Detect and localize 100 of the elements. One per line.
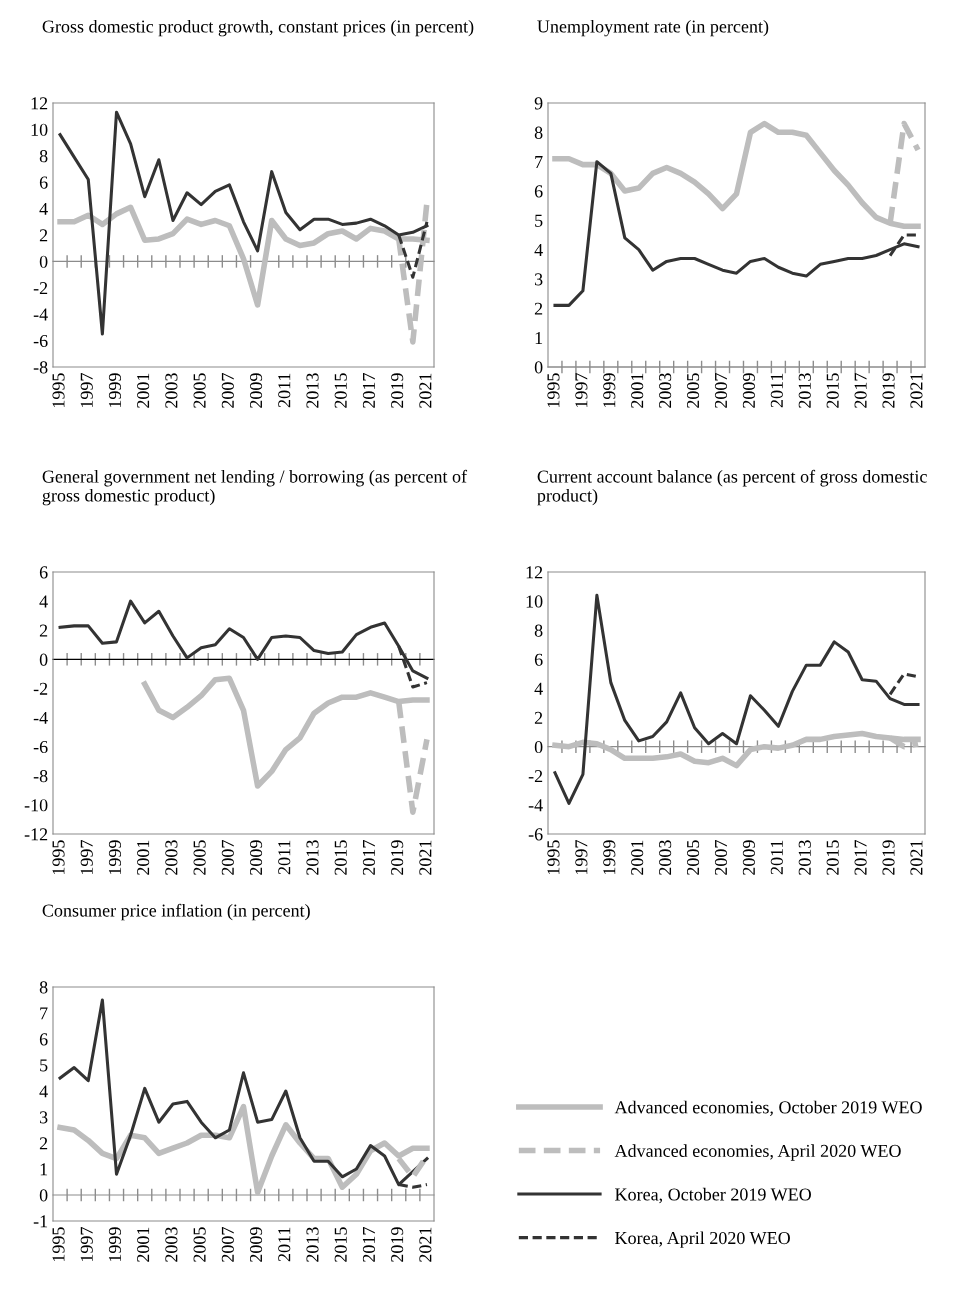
- y-tick-label: 1: [535, 332, 543, 344]
- x-tick-label: 2013: [306, 1227, 319, 1262]
- y-tick-label: 8: [39, 150, 48, 163]
- x-tick-label: 2011: [278, 373, 291, 408]
- y-tick-label: -2: [33, 682, 48, 695]
- x-tick-label: 2003: [659, 373, 672, 408]
- x-tick-label: 2015: [826, 840, 839, 875]
- x-tick-label: 2003: [659, 840, 672, 875]
- x-tick-label: 2015: [826, 373, 839, 408]
- y-tick-label: 2: [39, 1137, 48, 1150]
- x-tick-label: 1995: [52, 373, 65, 408]
- x-tick-label: 2021: [910, 840, 923, 875]
- x-tick-label: 2011: [770, 840, 783, 875]
- chart-title: Consumer price inflation (in percent): [42, 903, 310, 921]
- x-tick-label: 2021: [910, 373, 923, 408]
- legend-label: Korea, April 2020 WEO: [615, 1231, 790, 1248]
- x-tick-label: 2017: [362, 840, 376, 875]
- y-tick-label: -6: [528, 828, 543, 841]
- chart-title: Current account balance (as percent of gross domestic product): [537, 469, 927, 506]
- line-series: [58, 110, 429, 336]
- y-tick-label: -10: [24, 799, 48, 812]
- y-tick-label: -4: [528, 799, 543, 812]
- y-tick-label: 4: [39, 1085, 48, 1098]
- y-tick-label: 6: [534, 185, 543, 198]
- x-tick-label: 2013: [798, 373, 811, 408]
- x-tick-label: 1997: [80, 1227, 93, 1262]
- x-tick-label: 1999: [603, 840, 616, 875]
- y-tick-label: 7: [40, 1007, 48, 1020]
- x-tick-label: 2011: [278, 840, 291, 875]
- x-tick-label: 1999: [108, 1227, 122, 1262]
- x-tick-label: 2009: [742, 840, 755, 875]
- y-tick-label: 4: [39, 595, 48, 608]
- x-tick-label: 2013: [798, 840, 811, 875]
- x-tick-label: 2005: [193, 373, 206, 408]
- y-tick-label: 10: [31, 123, 48, 136]
- x-tick-label: 2001: [631, 840, 644, 875]
- x-tick-label: 2005: [686, 373, 700, 408]
- y-tick-label: -4: [33, 711, 48, 724]
- x-tick-label: 2001: [137, 1227, 150, 1262]
- y-tick-label: 1: [40, 1163, 48, 1176]
- y-tick-label: -2: [33, 282, 48, 295]
- x-tick-label: 2015: [334, 373, 347, 408]
- y-tick-label: 9: [534, 97, 543, 110]
- y-tick-label: -8: [33, 770, 48, 783]
- x-tick-label: 2019: [391, 840, 404, 875]
- x-tick-label: 2005: [686, 840, 700, 875]
- y-tick-label: 5: [40, 1059, 48, 1072]
- y-tick-label: -6: [33, 334, 48, 348]
- legend-label: Advanced economies, April 2020 WEO: [614, 1144, 901, 1161]
- y-tick-label: 0: [39, 1189, 48, 1202]
- x-tick-label: 2019: [882, 373, 895, 408]
- y-tick-label: 0: [39, 255, 48, 268]
- x-tick-label: 2011: [770, 373, 783, 408]
- y-tick-label: 4: [39, 202, 48, 215]
- legend-label: Korea, October 2019 WEO: [615, 1187, 811, 1204]
- y-tick-label: 7: [535, 156, 543, 168]
- x-tick-label: 1999: [108, 373, 122, 408]
- x-tick-label: 2021: [419, 840, 432, 875]
- x-tick-label: 2019: [391, 373, 404, 408]
- x-tick-label: 2003: [165, 1227, 178, 1262]
- y-tick-label: 3: [534, 273, 543, 286]
- y-tick-label: 12: [526, 566, 543, 579]
- line-series: [553, 593, 920, 805]
- x-tick-label: 1999: [108, 840, 122, 875]
- x-tick-label: 1999: [603, 373, 616, 408]
- y-tick-label: -6: [33, 740, 48, 754]
- x-tick-label: 2021: [419, 373, 432, 408]
- x-tick-label: 2005: [193, 1227, 206, 1262]
- x-tick-label: 1995: [52, 1227, 65, 1262]
- x-tick-label: 2005: [193, 840, 206, 875]
- chart-title: General government net lending / borrowing (as percent of gross domestic product): [42, 469, 468, 506]
- line-series: [553, 160, 920, 307]
- x-tick-label: 2001: [137, 373, 150, 408]
- y-tick-label: 4: [534, 682, 543, 695]
- x-tick-label: 2019: [391, 1227, 404, 1262]
- y-tick-label: 10: [526, 595, 543, 608]
- x-tick-label: 2013: [306, 840, 319, 875]
- y-tick-label: 0: [534, 361, 543, 374]
- x-tick-label: 2003: [165, 840, 178, 875]
- y-tick-label: 8: [534, 624, 543, 637]
- x-tick-label: 2015: [334, 1227, 347, 1262]
- x-tick-label: 1997: [575, 840, 588, 875]
- legend-label: Advanced economies, October 2019 WEO: [614, 1100, 922, 1117]
- x-tick-label: 2017: [854, 840, 867, 875]
- x-tick-label: 1997: [80, 840, 93, 875]
- x-tick-label: 1995: [52, 840, 65, 875]
- x-tick-label: 2001: [137, 840, 150, 875]
- x-tick-label: 2009: [249, 840, 263, 875]
- x-tick-label: 1995: [547, 840, 560, 875]
- y-tick-label: -2: [528, 770, 543, 783]
- y-tick-label: 6: [39, 176, 48, 189]
- x-tick-label: 1997: [575, 373, 588, 408]
- x-tick-label: 2011: [278, 1227, 291, 1262]
- y-tick-label: 0: [39, 653, 48, 666]
- x-tick-label: 2009: [742, 373, 755, 408]
- y-tick-label: 8: [534, 126, 543, 139]
- x-tick-label: 2007: [221, 1227, 234, 1262]
- x-tick-label: 2001: [631, 373, 644, 408]
- x-tick-label: 2017: [854, 373, 867, 408]
- y-tick-label: 6: [39, 566, 48, 579]
